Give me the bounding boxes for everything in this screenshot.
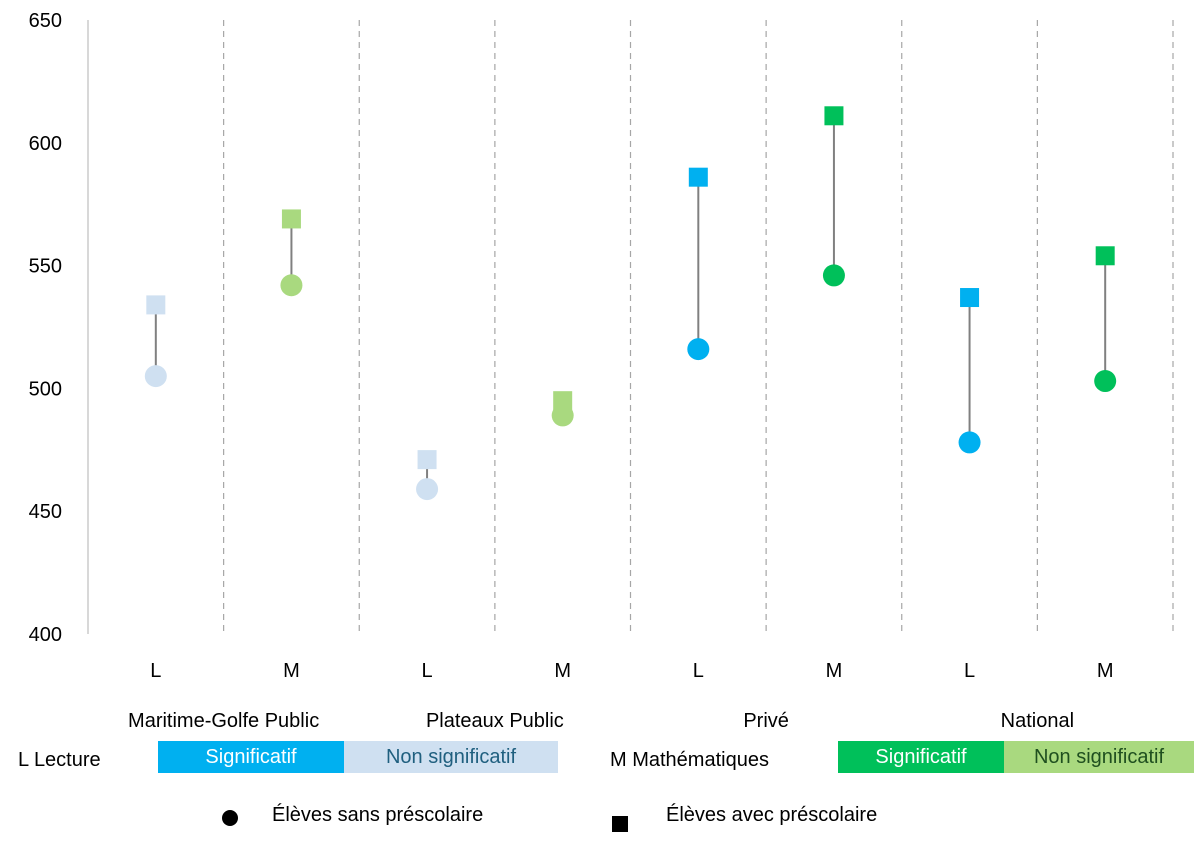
group-label: Privé (743, 710, 789, 732)
chart-plot: 400 450 500 550 600 650 L M L M L M L M Maritime-Golf… (29, 10, 1174, 732)
x-tick-label: M (826, 660, 843, 682)
x-tick-label: L (422, 660, 433, 682)
y-tick-label: 500 (29, 378, 62, 400)
y-tick-label: 400 (29, 624, 62, 646)
x-tick-label: M (1097, 660, 1114, 682)
square-marker-icon (612, 816, 628, 832)
y-tick-label: 450 (29, 501, 62, 523)
x-tick-label: M (283, 660, 300, 682)
point-avec-prescolaire (553, 391, 573, 411)
legend-sans-label: Élèves sans préscolaire (272, 804, 484, 826)
group-label: Maritime-Golfe Public (128, 710, 319, 732)
data-markers (144, 106, 1117, 501)
legend-math-non-significatif: Non significatif (1004, 741, 1194, 773)
legend-significance: L Lecture Significatif Non significatif … (0, 741, 1198, 781)
point-sans-prescolaire (687, 338, 710, 361)
divider-lines (223, 20, 1174, 634)
x-tick-label: L (693, 660, 704, 682)
y-axis: 400 450 500 550 600 650 (29, 10, 89, 646)
point-avec-prescolaire (960, 288, 980, 308)
legend-lecture-significatif: Significatif (158, 741, 344, 773)
point-avec-prescolaire (1095, 246, 1115, 266)
legend-math-significatif: Significatif (838, 741, 1004, 773)
y-tick-label: 550 (29, 256, 62, 278)
legend-lecture-label: L Lecture (18, 749, 101, 771)
y-tick-label: 650 (29, 10, 62, 32)
x-tick-label: L (964, 660, 975, 682)
legend-lecture-non-significatif: Non significatif (344, 741, 558, 773)
y-tick-label: 600 (29, 133, 62, 155)
point-avec-prescolaire (417, 450, 437, 470)
point-sans-prescolaire (144, 365, 167, 388)
x-tick-label: M (554, 660, 571, 682)
legend-avec-label: Élèves avec préscolaire (666, 804, 878, 826)
point-avec-prescolaire (146, 295, 166, 315)
group-label: National (1001, 710, 1074, 732)
legend-math-label: M Mathématiques (610, 749, 769, 771)
point-sans-prescolaire (958, 431, 981, 454)
x-labels: L M L M L M L M Maritime-Golfe Public Plateaux Pu… (128, 660, 1113, 732)
point-sans-prescolaire (1094, 370, 1117, 393)
group-label: Plateaux Public (426, 710, 564, 732)
x-tick-label: L (150, 660, 161, 682)
point-sans-prescolaire (822, 264, 845, 287)
point-sans-prescolaire (280, 274, 303, 297)
point-avec-prescolaire (688, 167, 708, 187)
point-avec-prescolaire (281, 209, 301, 229)
point-sans-prescolaire (416, 478, 439, 501)
point-avec-prescolaire (824, 106, 844, 126)
circle-marker-icon (222, 810, 238, 826)
legend-markers: Élèves sans préscolaire Élèves avec prés… (0, 800, 1198, 840)
